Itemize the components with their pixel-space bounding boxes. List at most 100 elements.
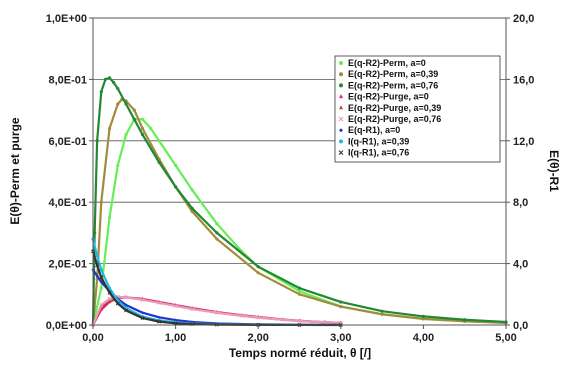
data-point [173,321,178,326]
data-point [174,185,178,189]
data-point [190,188,194,192]
legend-item-label: E(q-R2)-Purge, a=0 [348,92,429,102]
y-tick-label: 4,0E-01 [48,197,87,209]
data-point [157,315,161,319]
data-point [190,206,194,210]
data-point [215,222,219,226]
data-point [140,297,145,302]
legend-marker [339,61,343,65]
data-point [297,292,302,296]
data-point [124,133,128,137]
data-point [256,265,260,269]
y-tick-label: 8,0E-01 [48,74,87,86]
legend-marker [339,94,343,99]
data-point [339,304,343,309]
data-point [256,271,260,275]
y2-tick-label: 20,0 [513,13,534,25]
data-point [297,289,302,293]
legend-item-label: E(q-R2)-Perm, a=0 [348,58,426,68]
data-point [95,274,99,278]
data-point [380,312,384,316]
data-point [140,311,145,315]
data-point [95,254,99,258]
data-point [174,318,178,322]
data-point [140,316,145,321]
data-point [173,303,178,308]
data-point [99,303,104,308]
plot-border [92,17,507,326]
data-point [99,200,103,204]
data-point [140,126,145,131]
y-tick-label: 1,0E+00 [46,13,87,25]
data-point [256,315,261,320]
data-point [99,286,103,290]
x-tick-label: 2,00 [247,332,268,344]
series-line [91,76,507,326]
data-point [149,126,153,131]
x-axis-title: Temps normé réduit, θ [/] [229,346,371,360]
data-point [116,102,120,106]
data-point [280,317,285,322]
data-point [322,320,327,325]
data-point [190,307,195,312]
y2-tick-label: 12,0 [513,136,534,148]
data-point [463,318,467,322]
data-point [103,77,107,81]
data-point [132,108,136,112]
data-point [116,163,120,167]
data-point [99,275,104,280]
data-point [112,80,116,85]
data-point [107,76,112,80]
y-tick-label: 2,0E-01 [48,259,87,271]
legend-item-label: E(q-R2)-Purge, a=0,76 [348,114,441,124]
x-tick-label: 4,00 [413,332,434,344]
data-point [421,314,425,319]
data-point [380,309,384,313]
data-point [214,310,219,315]
y2-tick-label: 8,0 [513,197,528,209]
data-point [215,237,219,241]
data-point [339,300,343,304]
legend-marker [339,72,343,77]
data-point [239,313,244,318]
data-point [297,286,302,290]
data-point [157,300,162,305]
data-point [93,231,97,235]
data-point [116,87,120,91]
y-axis-title: E(θ)-Perm et purge [8,117,22,224]
data-point [132,117,136,121]
data-point [99,268,103,272]
x-tick-label: 5,00 [495,332,516,344]
data-point [95,139,99,143]
data-point [297,319,302,323]
data-point [140,133,145,137]
data-point [107,296,112,301]
legend-marker [339,139,343,144]
legend-item-label: I(q-R1), a=0,76 [348,148,409,158]
data-point [107,126,112,131]
data-point [157,139,161,143]
y2-tick-label: 4,0 [513,259,528,271]
legend-marker [339,128,343,133]
y-tick-label: 6,0E-01 [48,136,87,148]
legend-marker [339,83,343,88]
series-layer [91,76,508,327]
data-point [124,295,129,300]
legend-item-label: E(q-R2)-Purge, a=0,39 [348,103,441,113]
x-tick-label: 3,00 [330,332,351,344]
y2-tick-label: 0,0 [513,320,528,332]
data-point [107,290,112,295]
ticks: 0,0E+00 2,0E-01 4,0E-01 6,0E-01 8,0E-01 1,0E+… [46,13,535,344]
data-point [115,301,120,306]
legend-marker [339,105,343,110]
legend-item-label: E(q-R2)-Perm, a=0,39 [348,69,438,79]
data-point [157,319,162,324]
legend-marker [338,116,344,122]
data-point [99,90,103,94]
data-point [157,160,161,164]
legend-item-label: I(q-R1), a=0,39 [348,136,409,146]
legend: E(q-R2)-Perm, a=0E(q-R2)-Perm, a=0,39E(q… [334,55,501,163]
y-tick-label: 0,0E+00 [46,320,87,332]
legend-item-label: E(q-R2)-Perm, a=0,76 [348,80,438,90]
